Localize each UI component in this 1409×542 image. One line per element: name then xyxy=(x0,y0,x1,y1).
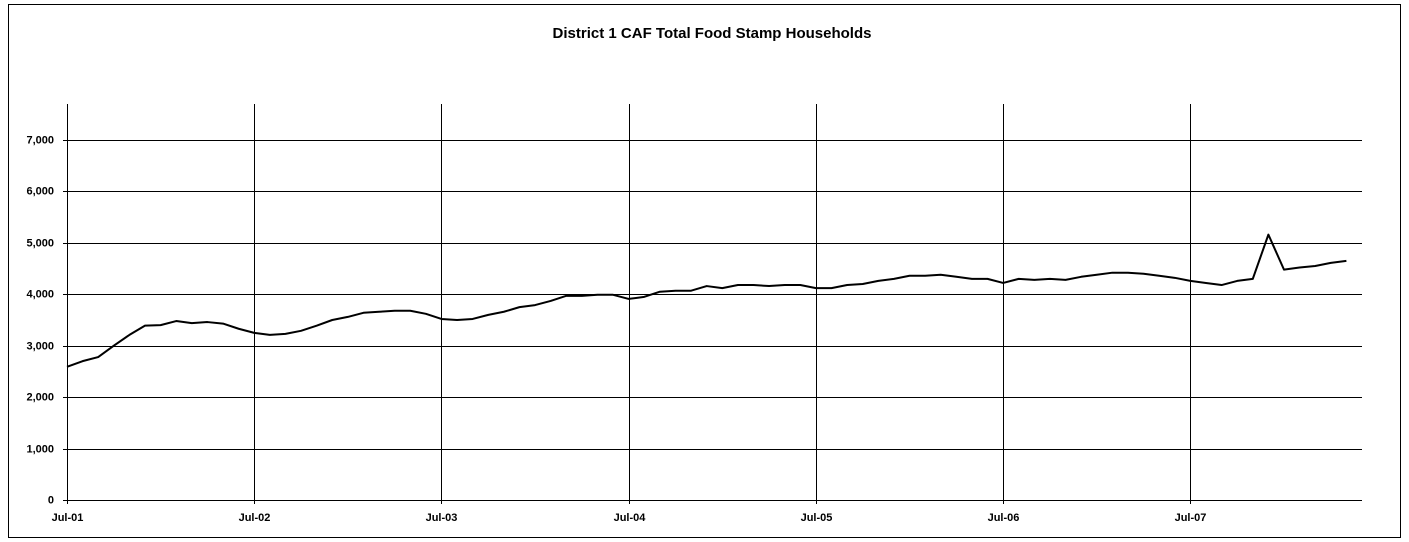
data-line xyxy=(66,233,1347,368)
y-tick-label: 7,000 xyxy=(26,134,54,146)
y-tick-label: 4,000 xyxy=(26,288,54,300)
x-tick-label: Jul-05 xyxy=(801,512,833,524)
y-tick-label: 0 xyxy=(48,494,54,506)
x-tick-label: Jul-07 xyxy=(1175,512,1207,524)
y-tick-label: 5,000 xyxy=(26,237,54,249)
y-tick-label: 6,000 xyxy=(26,185,54,197)
y-tick-label: 1,000 xyxy=(26,443,54,455)
x-tick-label: Jul-04 xyxy=(614,512,647,524)
y-tick-label: 3,000 xyxy=(26,340,54,352)
chart-title: District 1 CAF Total Food Stamp Househol… xyxy=(553,25,872,42)
x-tick-label: Jul-01 xyxy=(52,512,84,524)
x-tick-label: Jul-03 xyxy=(426,512,458,524)
x-tick-label: Jul-02 xyxy=(239,512,271,524)
y-tick-label: 2,000 xyxy=(26,391,54,403)
chart-border xyxy=(8,4,1401,538)
x-tick-label: Jul-06 xyxy=(988,512,1020,524)
